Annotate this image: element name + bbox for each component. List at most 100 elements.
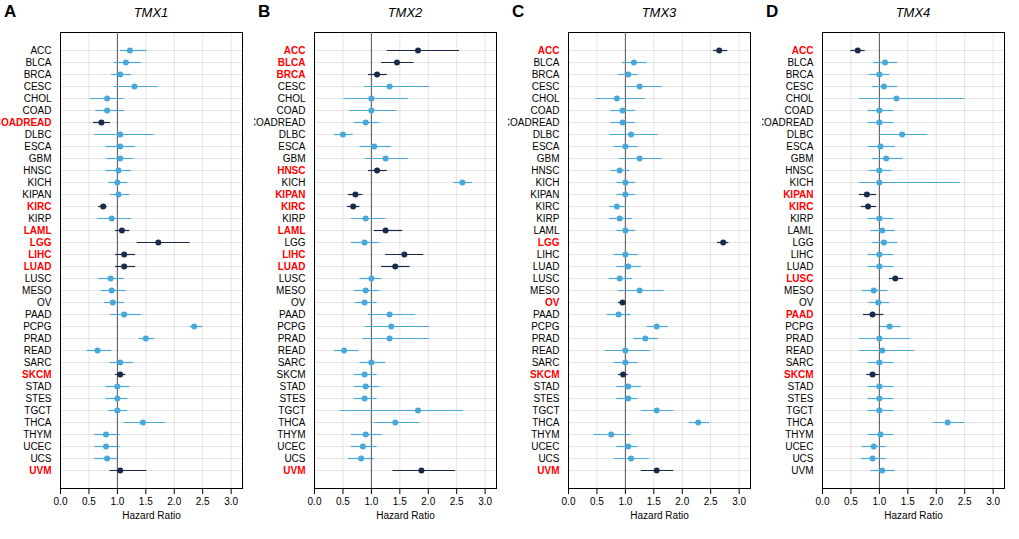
svg-text:LUAD: LUAD [533, 261, 560, 272]
svg-text:2.0: 2.0 [421, 496, 435, 507]
svg-text:OV: OV [37, 297, 52, 308]
svg-text:KIRC: KIRC [281, 201, 305, 212]
svg-text:LIHC: LIHC [28, 249, 51, 260]
svg-text:LUAD: LUAD [24, 261, 52, 272]
svg-text:KIRP: KIRP [536, 213, 560, 224]
svg-text:LIHC: LIHC [282, 249, 305, 260]
svg-text:CHOL: CHOL [532, 93, 560, 104]
svg-text:GBM: GBM [29, 153, 52, 164]
svg-text:CHOL: CHOL [24, 93, 52, 104]
svg-text:LUAD: LUAD [278, 261, 306, 272]
svg-text:LIHC: LIHC [791, 249, 814, 260]
svg-text:1.5: 1.5 [393, 496, 407, 507]
svg-text:READ: READ [786, 345, 814, 356]
svg-text:OV: OV [291, 297, 306, 308]
svg-text:KIPAN: KIPAN [530, 189, 559, 200]
svg-text:LUAD: LUAD [787, 261, 814, 272]
svg-text:PAAD: PAAD [25, 309, 52, 320]
svg-text:3.0: 3.0 [986, 496, 1000, 507]
svg-text:TGCT: TGCT [278, 405, 305, 416]
svg-text:UVM: UVM [791, 465, 813, 476]
svg-text:PAAD: PAAD [786, 309, 814, 320]
svg-text:COAD: COAD [23, 105, 52, 116]
svg-text:UCEC: UCEC [531, 441, 559, 452]
svg-text:LAML: LAML [533, 225, 560, 236]
svg-text:MESO: MESO [22, 285, 52, 296]
svg-text:UCEC: UCEC [277, 441, 305, 452]
svg-text:3.0: 3.0 [224, 496, 238, 507]
svg-text:UCEC: UCEC [785, 441, 813, 452]
svg-text:BRCA: BRCA [532, 69, 560, 80]
svg-text:LAML: LAML [278, 225, 306, 236]
svg-text:Hazard Ratio: Hazard Ratio [122, 510, 181, 521]
svg-text:LIHC: LIHC [537, 249, 560, 260]
svg-text:2.5: 2.5 [704, 496, 718, 507]
svg-text:THYM: THYM [23, 429, 51, 440]
svg-text:0.5: 0.5 [590, 496, 604, 507]
svg-text:ESCA: ESCA [24, 141, 52, 152]
svg-text:UVM: UVM [29, 465, 51, 476]
svg-text:THCA: THCA [278, 417, 306, 428]
svg-text:SARC: SARC [278, 357, 306, 368]
svg-text:PCPG: PCPG [531, 321, 560, 332]
svg-text:KIRC: KIRC [27, 201, 51, 212]
svg-text:CESC: CESC [786, 81, 814, 92]
svg-text:KIPAN: KIPAN [22, 189, 51, 200]
svg-text:LGG: LGG [538, 237, 560, 248]
svg-text:PRAD: PRAD [24, 333, 52, 344]
svg-text:UCS: UCS [792, 453, 813, 464]
svg-text:1.0: 1.0 [110, 496, 124, 507]
svg-text:COADREAD: COADREAD [254, 117, 306, 128]
svg-text:STAD: STAD [788, 381, 814, 392]
svg-text:SARC: SARC [786, 357, 814, 368]
svg-text:2.0: 2.0 [929, 496, 943, 507]
svg-text:UCEC: UCEC [23, 441, 51, 452]
svg-text:TGCT: TGCT [786, 405, 813, 416]
svg-text:THCA: THCA [532, 417, 560, 428]
svg-text:0.5: 0.5 [336, 496, 350, 507]
svg-text:3.0: 3.0 [732, 496, 746, 507]
svg-text:0.0: 0.0 [562, 496, 576, 507]
svg-text:LAML: LAML [787, 225, 814, 236]
svg-text:READ: READ [24, 345, 52, 356]
svg-text:LGG: LGG [284, 237, 305, 248]
svg-text:COAD: COAD [531, 105, 560, 116]
svg-text:READ: READ [532, 345, 560, 356]
svg-text:THYM: THYM [277, 429, 305, 440]
svg-text:0.5: 0.5 [844, 496, 858, 507]
svg-text:LGG: LGG [30, 237, 52, 248]
svg-text:BRCA: BRCA [786, 69, 814, 80]
svg-text:LUSC: LUSC [25, 273, 52, 284]
svg-text:2.5: 2.5 [958, 496, 972, 507]
svg-text:PRAD: PRAD [532, 333, 560, 344]
svg-text:ACC: ACC [30, 45, 51, 56]
svg-text:THCA: THCA [24, 417, 52, 428]
svg-text:KIPAN: KIPAN [275, 189, 305, 200]
svg-text:BLCA: BLCA [787, 57, 813, 68]
svg-text:ESCA: ESCA [278, 141, 306, 152]
svg-text:MESO: MESO [530, 285, 560, 296]
svg-text:LUSC: LUSC [786, 273, 813, 284]
svg-text:PRAD: PRAD [786, 333, 814, 344]
svg-text:COAD: COAD [277, 105, 306, 116]
svg-text:ACC: ACC [792, 45, 814, 56]
svg-text:HNSC: HNSC [23, 165, 51, 176]
svg-text:BLCA: BLCA [25, 57, 51, 68]
svg-text:UVM: UVM [283, 465, 305, 476]
svg-text:ACC: ACC [538, 45, 560, 56]
svg-text:Hazard Ratio: Hazard Ratio [376, 510, 435, 521]
svg-text:READ: READ [278, 345, 306, 356]
svg-text:UVM: UVM [537, 465, 559, 476]
svg-text:BLCA: BLCA [278, 57, 306, 68]
svg-text:PCPG: PCPG [277, 321, 306, 332]
svg-text:MESO: MESO [784, 285, 814, 296]
svg-text:PRAD: PRAD [278, 333, 306, 344]
svg-text:PCPG: PCPG [785, 321, 814, 332]
svg-text:3.0: 3.0 [478, 496, 492, 507]
svg-text:TGCT: TGCT [24, 405, 51, 416]
svg-text:TGCT: TGCT [532, 405, 559, 416]
svg-text:COAD: COAD [785, 105, 814, 116]
svg-text:THYM: THYM [785, 429, 813, 440]
svg-text:0.0: 0.0 [54, 496, 68, 507]
svg-text:DLBC: DLBC [787, 129, 814, 140]
